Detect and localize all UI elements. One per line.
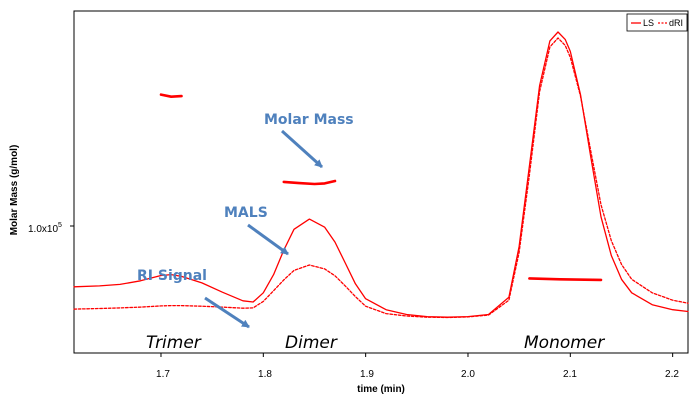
ri-signal-annotation: RI Signal [137, 268, 207, 284]
x-tick-label-2.2: 2.2 [665, 369, 679, 380]
y-tick-label: 1.0x105 [28, 222, 62, 235]
x-axis-title: time (min) [357, 384, 405, 395]
x-tick-label-2.0: 2.0 [461, 369, 475, 380]
series-line-ls [73, 31, 689, 318]
x-tick-label-1.7: 1.7 [156, 369, 170, 380]
monomer-label: Monomer [524, 333, 605, 353]
trimer-label: Trimer [146, 333, 202, 353]
series-line-molar-mass-segment-3 [282, 179, 337, 186]
x-tick-labels: 1.7 1.8 1.9 2.0 2.1 2.2 [156, 369, 679, 380]
x-tick-label-1.8: 1.8 [258, 369, 272, 380]
series-line-molar-mass-segment-2 [159, 93, 183, 98]
mals-arrow [247, 223, 289, 256]
plot-frame [73, 10, 689, 354]
series-line-molar-mass-segment-4 [528, 277, 603, 282]
y-tick-label-exponent: 5 [58, 222, 62, 229]
x-axis-ticks [160, 353, 674, 357]
y-tick-label-mantissa: 1.0x10 [28, 224, 58, 235]
molar-mass-annotation: Molar Mass [264, 112, 354, 128]
series-line-dri [73, 37, 689, 319]
y-axis-title: Molar Mass (g/mol) [9, 145, 20, 236]
legend-label-dri: dRI [669, 18, 683, 28]
ri-signal-arrow [204, 296, 250, 329]
series-layer [73, 31, 689, 319]
mals-annotation: MALS [224, 205, 268, 221]
legend: LS dRI [626, 13, 688, 32]
x-tick-label-2.1: 2.1 [563, 369, 577, 380]
molar-mass-arrow [280, 129, 324, 169]
dimer-label: Dimer [285, 333, 338, 353]
legend-box [626, 13, 688, 32]
x-tick-label-1.9: 1.9 [360, 369, 374, 380]
legend-label-ls: LS [643, 18, 654, 28]
